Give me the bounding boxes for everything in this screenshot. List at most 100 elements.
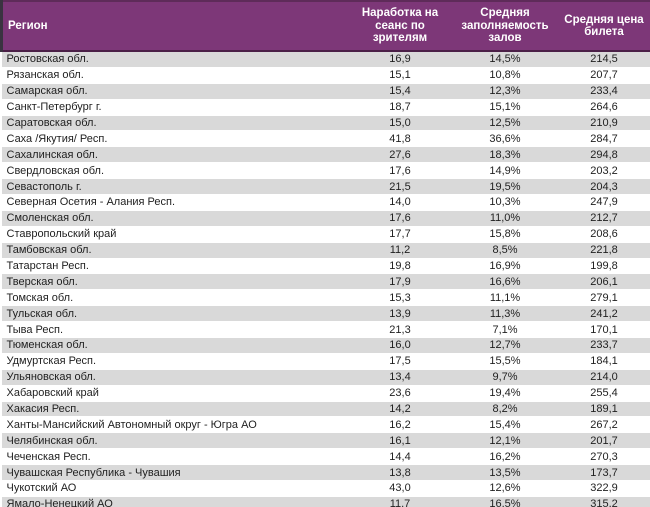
cell-occupancy: 16,2% xyxy=(453,448,557,466)
cell-price: 294,8 xyxy=(556,146,650,164)
cell-price: 279,1 xyxy=(556,289,650,307)
cell-per-session: 17,7 xyxy=(346,226,454,243)
cell-price: 214,5 xyxy=(556,51,650,68)
cell-region: Тульская обл. xyxy=(1,305,347,323)
cell-region: Свердловская обл. xyxy=(1,162,347,180)
table-row: Томская обл. 15,3 11,1% 279,1 xyxy=(1,289,650,307)
table-row: Саха /Якутия/ Респ. 41,8 36,6% 284,7 xyxy=(1,130,650,148)
cell-region: Смоленская обл. xyxy=(1,210,347,227)
cell-region: Сахалинская обл. xyxy=(1,146,347,164)
cell-region: Ямало-Ненецкий АО xyxy=(1,496,347,507)
table-row: Ставропольский край 17,7 15,8% 208,6 xyxy=(1,226,650,243)
cell-region: Тамбовская обл. xyxy=(1,242,347,259)
cell-per-session: 13,9 xyxy=(346,305,454,323)
cell-occupancy: 10,8% xyxy=(453,67,557,84)
cell-per-session: 18,7 xyxy=(346,99,454,116)
cell-price: 203,2 xyxy=(556,162,650,180)
cell-price: 315,2 xyxy=(556,496,650,507)
cell-per-session: 15,4 xyxy=(346,83,454,100)
cell-occupancy: 15,8% xyxy=(453,226,557,243)
table-row: Ростовская обл. 16,9 14,5% 214,5 xyxy=(1,51,650,68)
cell-occupancy: 12,5% xyxy=(453,115,557,132)
cell-price: 264,6 xyxy=(556,99,650,116)
cell-occupancy: 16,5% xyxy=(453,496,557,507)
cell-region: Санкт-Петербург г. xyxy=(1,99,347,116)
table-row: Рязанская обл. 15,1 10,8% 207,7 xyxy=(1,67,650,84)
cell-occupancy: 9,7% xyxy=(453,369,557,386)
table-row: Самарская обл. 15,4 12,3% 233,4 xyxy=(1,83,650,100)
cell-price: 206,1 xyxy=(556,273,650,291)
cell-per-session: 14,2 xyxy=(346,401,454,418)
cell-region: Саратовская обл. xyxy=(1,115,347,132)
cell-price: 233,7 xyxy=(556,337,650,354)
cell-occupancy: 15,5% xyxy=(453,353,557,370)
header-row: Регион Наработка на сеанс по зрителям Ср… xyxy=(0,0,650,52)
cell-price: 212,7 xyxy=(556,210,650,227)
cell-region: Ульяновская обл. xyxy=(1,369,347,386)
table-body: Ростовская обл. 16,9 14,5% 214,5 Рязанская о… xyxy=(1,51,650,507)
table-row: Чукотский АО 43,0 12,6% 322,9 xyxy=(1,480,650,497)
cell-price: 170,1 xyxy=(556,321,650,339)
cell-region: Рязанская обл. xyxy=(1,67,347,84)
table-row: Хабаровский край 23,6 19,4% 255,4 xyxy=(1,385,650,402)
table-row: Ямало-Ненецкий АО 11,7 16,5% 315,2 xyxy=(1,496,650,507)
cell-per-session: 23,6 xyxy=(346,385,454,402)
cell-occupancy: 7,1% xyxy=(453,321,557,339)
cell-price: 241,2 xyxy=(556,305,650,323)
cell-price: 233,4 xyxy=(556,83,650,100)
cell-price: 270,3 xyxy=(556,448,650,466)
cell-region: Ростовская обл. xyxy=(1,51,347,68)
table-row: Ульяновская обл. 13,4 9,7% 214,0 xyxy=(1,369,650,386)
column-header-per-session: Наработка на сеанс по зрителям xyxy=(346,0,454,52)
cell-per-session: 17,9 xyxy=(346,273,454,291)
table-row: Сахалинская обл. 27,6 18,3% 294,8 xyxy=(1,146,650,164)
cell-occupancy: 15,4% xyxy=(453,416,557,434)
table-row: Санкт-Петербург г. 18,7 15,1% 264,6 xyxy=(1,99,650,116)
cell-per-session: 14,0 xyxy=(346,194,454,211)
cell-occupancy: 8,2% xyxy=(453,401,557,418)
cell-per-session: 16,1 xyxy=(346,432,454,450)
table-row: Саратовская обл. 15,0 12,5% 210,9 xyxy=(1,115,650,132)
table-row: Ханты-Мансийский Автономный округ - Югра… xyxy=(1,416,650,434)
cell-per-session: 17,6 xyxy=(346,210,454,227)
table-row: Тыва Респ. 21,3 7,1% 170,1 xyxy=(1,321,650,339)
table-row: Хакасия Респ. 14,2 8,2% 189,1 xyxy=(1,401,650,418)
cell-region: Чукотский АО xyxy=(1,480,347,497)
cell-region: Хакасия Респ. xyxy=(1,401,347,418)
column-header-region: Регион xyxy=(0,0,347,52)
column-header-ticket-price: Средняя цена билета xyxy=(556,0,650,52)
cell-price: 284,7 xyxy=(556,130,650,148)
cell-per-session: 17,6 xyxy=(346,162,454,180)
cell-occupancy: 11,0% xyxy=(453,210,557,227)
table-row: Чеченская Респ. 14,4 16,2% 270,3 xyxy=(1,448,650,466)
cell-occupancy: 11,1% xyxy=(453,289,557,307)
cell-region: Саха /Якутия/ Респ. xyxy=(1,130,347,148)
cell-occupancy: 36,6% xyxy=(453,130,557,148)
cell-per-session: 19,8 xyxy=(346,258,454,275)
cell-occupancy: 13,5% xyxy=(453,464,557,482)
cell-price: 184,1 xyxy=(556,353,650,370)
table-row: Челябинская обл. 16,1 12,1% 201,7 xyxy=(1,432,650,450)
cell-price: 210,9 xyxy=(556,115,650,132)
cell-region: Челябинская обл. xyxy=(1,432,347,450)
table-row: Тверская обл. 17,9 16,6% 206,1 xyxy=(1,273,650,291)
cell-region: Татарстан Респ. xyxy=(1,258,347,275)
cell-occupancy: 14,9% xyxy=(453,162,557,180)
cell-region: Севастополь г. xyxy=(1,178,347,196)
cell-per-session: 13,4 xyxy=(346,369,454,386)
cell-per-session: 43,0 xyxy=(346,480,454,497)
cell-occupancy: 12,6% xyxy=(453,480,557,497)
cell-per-session: 21,5 xyxy=(346,178,454,196)
table-row: Свердловская обл. 17,6 14,9% 203,2 xyxy=(1,162,650,180)
column-header-occupancy: Средняя заполняемость залов xyxy=(453,0,557,52)
cell-per-session: 16,9 xyxy=(346,51,454,68)
cell-region: Северная Осетия - Алания Респ. xyxy=(1,194,347,211)
cell-price: 207,7 xyxy=(556,67,650,84)
table-row: Тамбовская обл. 11,2 8,5% 221,8 xyxy=(1,242,650,259)
cell-region: Тыва Респ. xyxy=(1,321,347,339)
cell-per-session: 15,3 xyxy=(346,289,454,307)
cell-price: 199,8 xyxy=(556,258,650,275)
cell-region: Томская обл. xyxy=(1,289,347,307)
cell-per-session: 14,4 xyxy=(346,448,454,466)
table-row: Смоленская обл. 17,6 11,0% 212,7 xyxy=(1,210,650,227)
